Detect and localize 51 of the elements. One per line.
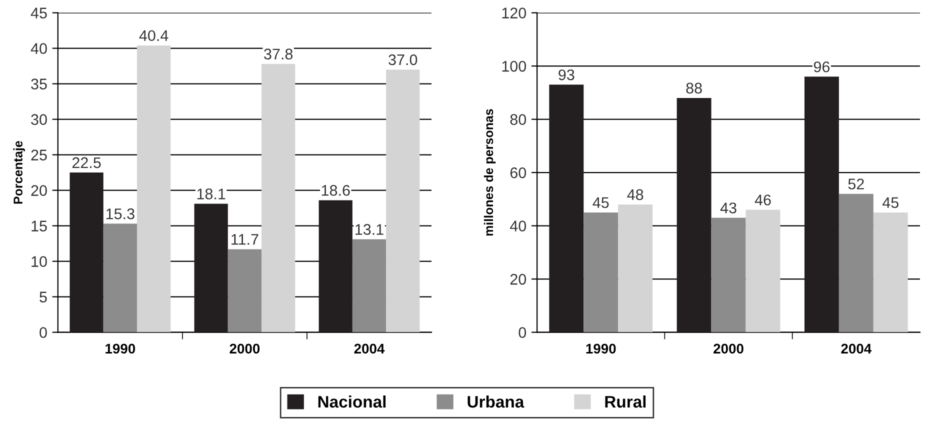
y-tick-label: 45 [30, 8, 47, 18]
data-label: 18.1 [197, 188, 226, 200]
data-label: 88 [686, 82, 702, 94]
bar [262, 64, 296, 332]
data-label: 40.4 [139, 30, 168, 42]
y-tick-label: 40 [510, 220, 526, 232]
data-label: 45 [882, 197, 898, 208]
y-tick-label: 10 [32, 256, 47, 267]
bar [318, 200, 352, 332]
data-label: 43 [720, 202, 736, 214]
y-tick-label: 15 [32, 220, 47, 232]
data-label: 48 [627, 189, 644, 200]
y-tick-label: 0 [40, 327, 47, 338]
x-tick-label: 1990 [586, 344, 616, 354]
y-tick-label: 35 [31, 78, 47, 90]
y-tick-label: 60 [510, 167, 526, 178]
y-tick-label: 20 [510, 274, 526, 285]
data-label: 93 [558, 69, 574, 80]
bar [194, 204, 228, 332]
y-tick-label: 20 [31, 185, 47, 196]
x-tick-label: 2000 [714, 344, 744, 354]
legend-label: Nacional [318, 395, 386, 408]
data-label: 37.0 [388, 54, 418, 66]
x-tick-label: 2004 [354, 344, 385, 354]
y-tick-label: 40 [30, 43, 47, 54]
y-tick-label: 30 [31, 114, 47, 125]
data-label: 11.7 [232, 234, 258, 245]
legend-label: Rural [605, 395, 646, 408]
y-axis-title: Porcentaje [13, 140, 25, 204]
y-axis-title: millones de personas [484, 109, 496, 236]
data-label: 37.8 [264, 48, 293, 60]
data-label: 22.5 [72, 157, 101, 168]
data-label: 13.1 [356, 224, 384, 235]
data-label: 45 [592, 197, 609, 208]
y-tick-label: 100 [502, 60, 526, 72]
y-tick-label: 80 [510, 114, 526, 125]
x-tick-label: 2000 [230, 344, 260, 354]
data-label: 46 [754, 194, 771, 206]
x-tick-label: 1990 [106, 344, 136, 354]
data-label: 52 [848, 178, 864, 190]
y-tick-label: 25 [31, 150, 47, 160]
legend-label: Urbana [468, 395, 524, 408]
data-label: 15.3 [106, 208, 134, 220]
y-tick-label: 0 [518, 327, 526, 338]
bar [352, 239, 386, 332]
y-tick-label: 120 [502, 8, 526, 18]
y-tick-label: 5 [40, 292, 47, 302]
data-label: 96 [814, 61, 830, 72]
bar [804, 76, 839, 332]
x-tick-label: 2004 [841, 344, 872, 354]
data-label: 18.6 [322, 184, 350, 196]
